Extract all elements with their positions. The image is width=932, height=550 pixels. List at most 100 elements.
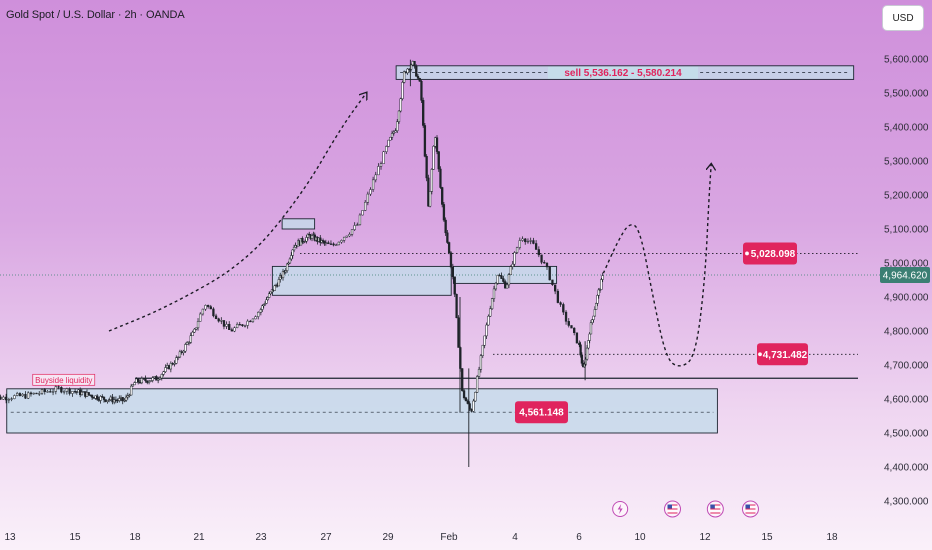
candle-down [332,243,335,246]
candle-down [111,396,114,403]
candle-down [68,388,71,394]
candle-up [399,98,402,112]
candle-up [173,363,176,365]
level-4731-pill [757,343,808,366]
candle-up [246,320,249,326]
candle-up [166,365,169,368]
candle-down [543,262,546,264]
flag-stripe [745,504,756,506]
candle-up [273,285,276,291]
candle-up [27,392,30,399]
candle-up [487,315,490,326]
candle-up [428,191,432,207]
candle-down [455,293,458,319]
candle-up [265,299,268,304]
y-tick-label: 5,400.000 [884,123,929,134]
candle-down [422,100,425,126]
candle-down [532,240,535,244]
candle-down [451,266,455,278]
candle-up [187,342,191,344]
candle-down [212,308,215,317]
candle-down [321,240,325,242]
candle-up [288,258,292,264]
level-4731-anchor [757,351,763,358]
candle-down [167,365,171,370]
x-tick-label: 21 [193,532,205,543]
candle-up [46,391,49,393]
candle-up [342,236,346,241]
candle-down [121,397,124,402]
candle-up [290,255,293,260]
candle-up [481,344,484,356]
candle-up [80,391,84,396]
candle-up [337,241,341,246]
candle-down [142,378,145,380]
y-tick-label: 4,400.000 [884,463,929,474]
candle-down [137,378,140,383]
candle-up [191,331,194,336]
candle-up [38,393,41,395]
currency-button[interactable]: USD [882,5,924,31]
candle-up [251,318,255,322]
candle-up [291,249,294,256]
lightning-bolt [617,504,623,514]
candle-down [446,232,449,243]
sell-zone-label: sell 5,536.162 - 5,580.214 [564,68,682,79]
flag-stripe [710,512,721,514]
candle-down [425,156,428,179]
candle-up [151,377,154,381]
candle-down [249,320,252,323]
candle-up [99,396,102,401]
candle-up [196,321,200,329]
candle-up [335,244,338,246]
y-tick-label: 5,500.000 [884,89,929,100]
candle-up [494,283,498,290]
candle-up [158,377,162,380]
candle-up [358,214,362,225]
candle-up [21,393,24,397]
candle-up [128,394,131,397]
candle-up [432,146,435,170]
candle-up [2,396,5,400]
candle-up [397,110,401,123]
x-tick-label: Feb [440,532,458,543]
candle-up [598,289,602,291]
candle-down [87,392,90,396]
level-5028-label: 5,028.098 [751,249,796,260]
candle-down [579,344,582,356]
candle-up [186,342,189,345]
candle-down [504,281,507,289]
x-tick-label: 23 [255,532,267,543]
candle-down [540,254,543,263]
candle-up [595,303,598,310]
candle-down [573,327,576,333]
candle-up [340,240,343,243]
current-price-label: 4,964.620 [883,271,928,282]
x-tick-label: 15 [761,532,773,543]
candle-up [292,246,296,251]
candle-down [498,274,501,277]
candle-down [441,187,444,205]
candle-up [513,252,516,265]
candle-down [0,396,2,400]
candle-up [263,303,267,305]
candle-up [592,315,595,320]
candle-up [268,293,271,298]
x-tick-label: 10 [634,532,646,543]
candle-up [591,319,594,323]
candle-up [160,374,163,379]
candle-up [287,262,290,265]
candle-up [492,288,496,299]
candle-up [266,297,269,301]
candle-up [364,201,367,211]
flag-stripe [745,512,756,514]
candle-down [453,276,456,295]
us-flag-event-icon-3 [741,500,759,518]
candle-down [319,237,322,243]
candle-down [24,393,27,399]
candle-up [366,193,370,203]
candle-up [40,389,44,394]
candle-up [310,235,314,239]
